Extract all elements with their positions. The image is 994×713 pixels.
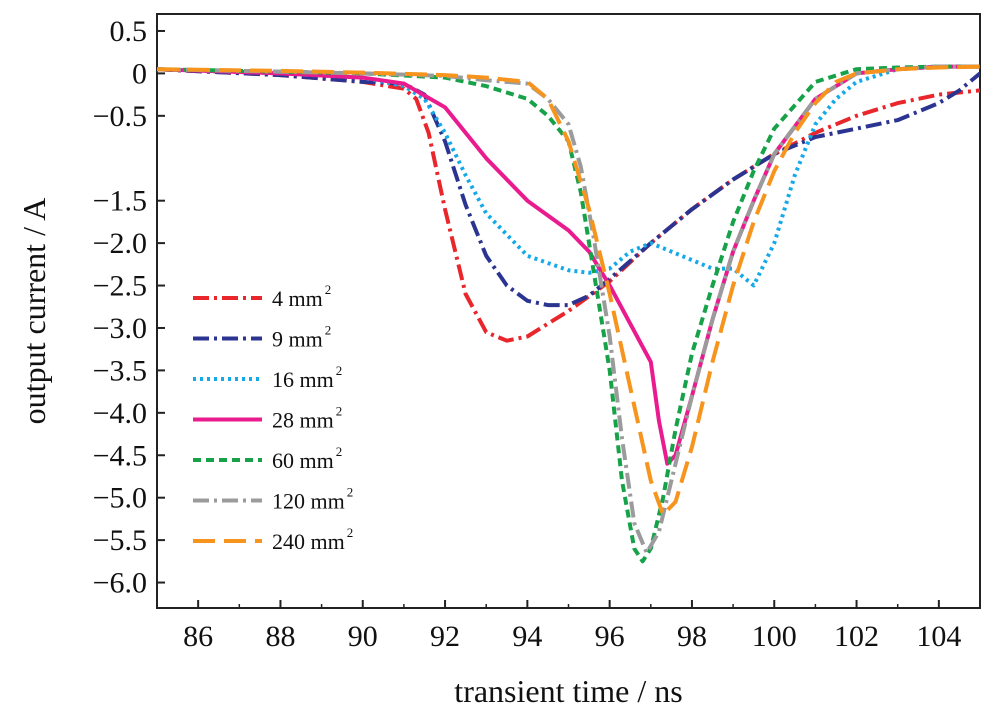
legend-label: 120 mm (272, 489, 345, 514)
x-axis-title: transient time / ns (454, 673, 682, 709)
y-tick-label: −1.5 (93, 185, 147, 218)
legend-entry: 120 mm 2 (193, 485, 353, 514)
y-tick-label: −2.5 (93, 270, 147, 303)
y-tick-label: −3.0 (93, 312, 147, 345)
legend-label: 28 mm (272, 408, 334, 433)
legend-label: 4 mm (272, 286, 323, 311)
x-tick-label: 90 (348, 620, 378, 653)
legend-label: 60 mm (272, 448, 334, 473)
y-tick-label: −2.0 (93, 227, 147, 260)
series-line-2 (157, 64, 980, 288)
x-tick-label: 100 (752, 620, 797, 653)
legend-entry: 60 mm 2 (193, 444, 342, 473)
legend-label-superscript: 2 (336, 444, 343, 459)
legend-entry: 28 mm 2 (193, 404, 342, 433)
series-line-6 (157, 64, 980, 517)
series-line-5 (157, 64, 980, 555)
x-tick-label: 88 (265, 620, 295, 653)
y-tick-label: 0 (132, 57, 147, 90)
legend-label-superscript: 2 (336, 363, 343, 378)
legend-entry: 16 mm 2 (193, 363, 342, 392)
series-line-3 (157, 64, 980, 466)
legend-label: 9 mm (272, 327, 323, 352)
x-tick-label: 98 (677, 620, 707, 653)
legend-label-superscript: 2 (336, 404, 343, 419)
series-line-4 (157, 64, 980, 564)
y-axis-title: output current / A (16, 198, 52, 425)
plot-area-frame (156, 13, 981, 609)
legend-label-superscript: 2 (347, 485, 354, 500)
y-tick-label: −3.5 (93, 354, 147, 387)
x-tick-label: 92 (430, 620, 460, 653)
y-tick-label: −4.0 (93, 397, 147, 430)
legend-entry: 240 mm 2 (193, 525, 353, 554)
y-tick-label: −6.0 (93, 567, 147, 600)
legend-label-superscript: 2 (347, 525, 354, 540)
x-tick-label: 96 (595, 620, 625, 653)
y-tick-label: −0.5 (93, 100, 147, 133)
y-tick-label: 0.5 (110, 15, 148, 48)
y-tick-label: −4.5 (93, 439, 147, 472)
x-axis-ticks: 86 88 90 92 94 96 98 100 102 104 (156, 600, 981, 653)
x-tick-label: 94 (512, 620, 542, 653)
y-tick-label: −5.5 (93, 524, 147, 557)
legend-label-superscript: 2 (325, 282, 332, 297)
legend-entry: 9 mm 2 (193, 323, 331, 352)
series-layer (157, 64, 980, 564)
legend-label: 16 mm (272, 367, 334, 392)
legend-label-superscript: 2 (325, 323, 332, 338)
series-line-0 (157, 67, 980, 343)
legend-entry: 4 mm 2 (193, 282, 331, 311)
legend-label: 240 mm (272, 529, 345, 554)
x-tick-label: 104 (916, 620, 961, 653)
x-tick-label: 86 (183, 620, 213, 653)
y-axis-ticks: 0.5 0 −0.5 −1.5 −2.0 −2.5 −3.0 −3.5 −4.0 −4.5 −5.0… (93, 15, 165, 600)
y-tick-label: −5.0 (93, 482, 147, 515)
x-tick-label: 102 (834, 620, 879, 653)
